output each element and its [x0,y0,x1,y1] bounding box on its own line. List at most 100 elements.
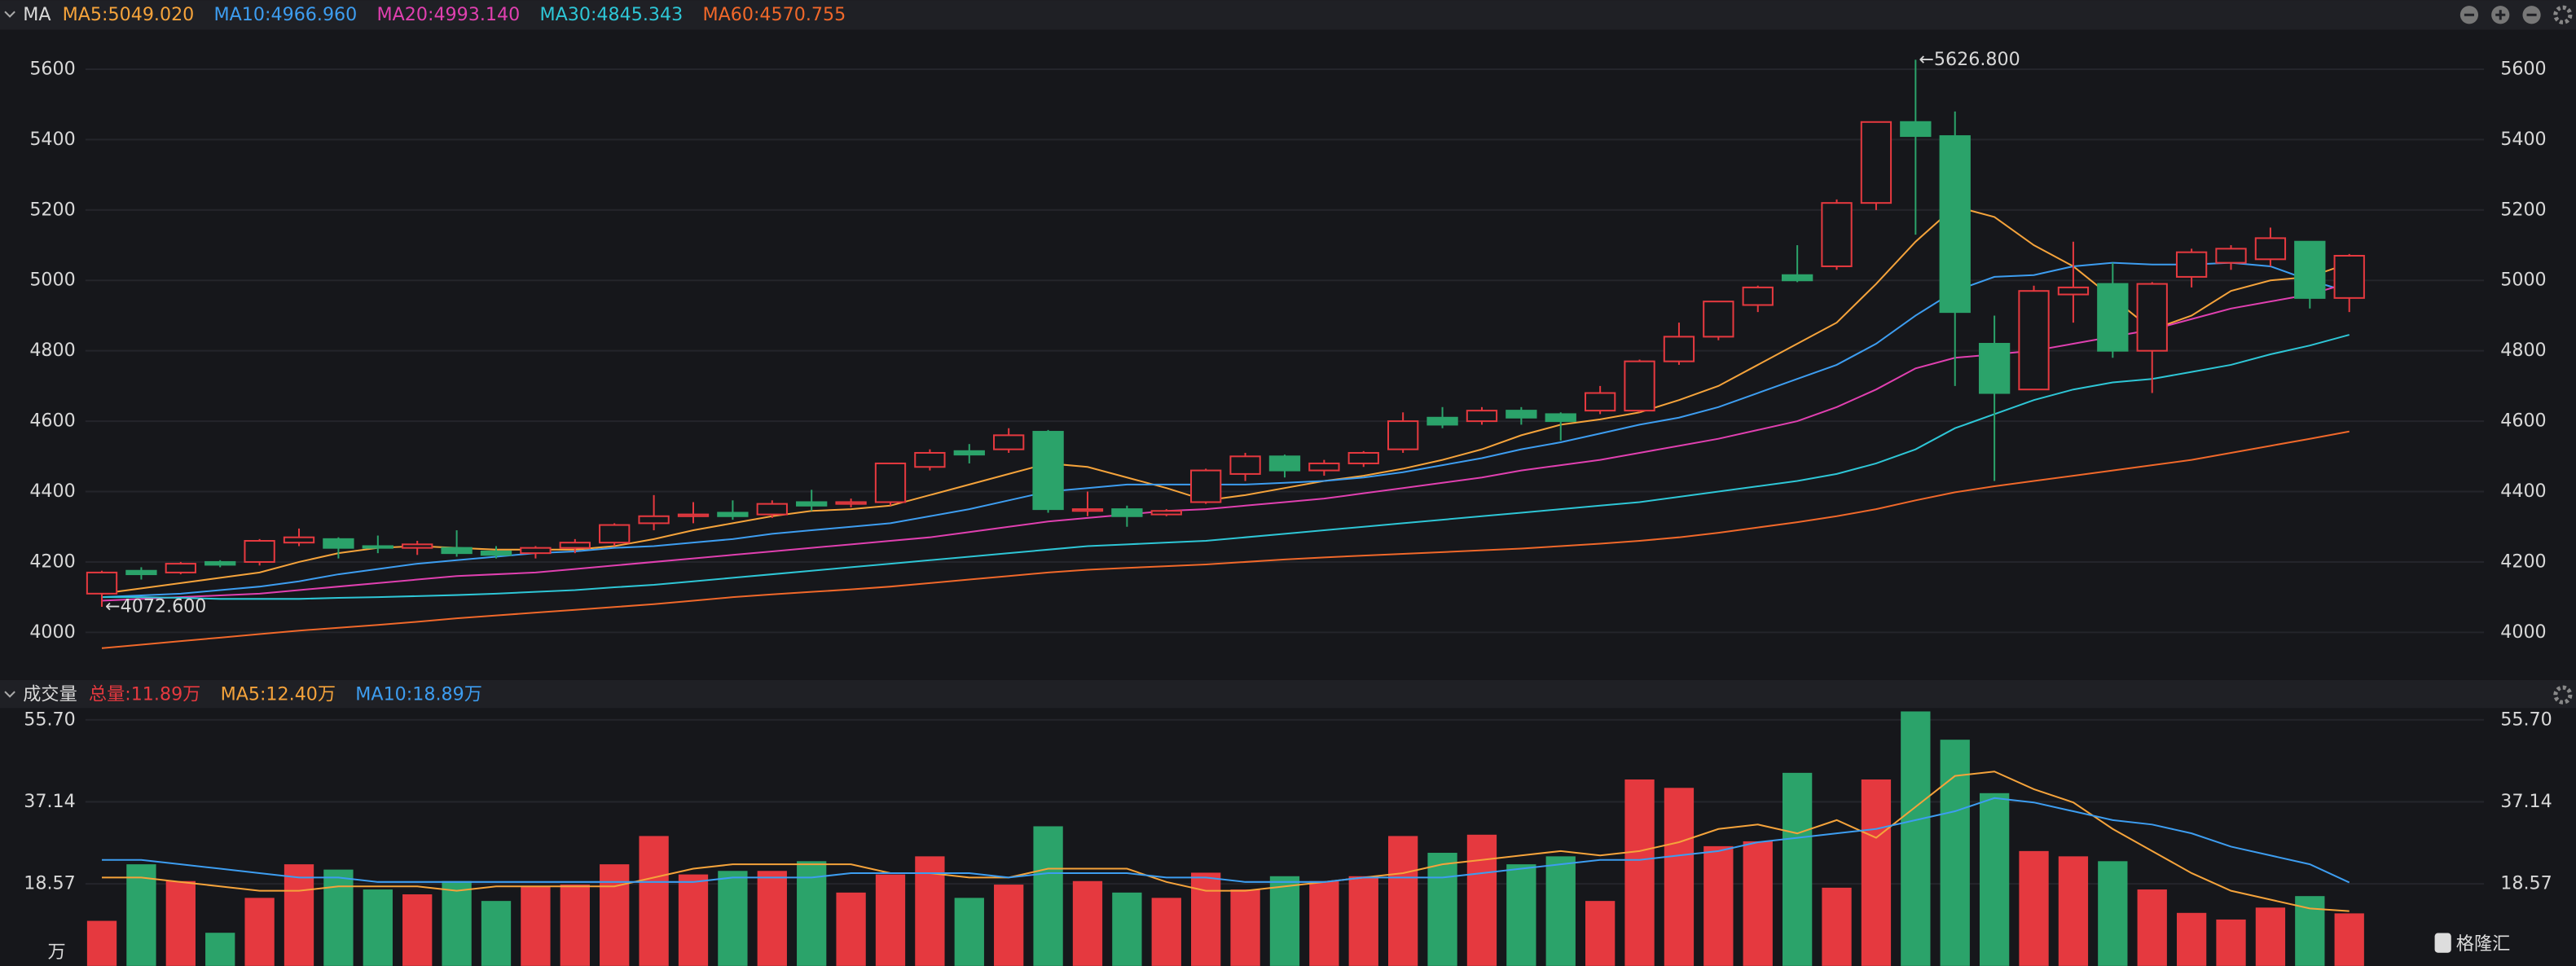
legend-entry: 总量:11.89万 [89,684,200,705]
volume-bar [1191,872,1221,966]
volume-bar [1427,853,1457,966]
legend-entry: MA5:5049.020 [63,4,195,25]
volume-bar [1743,841,1773,966]
legend-entry: MA10:4966.960 [214,4,358,25]
candle-body [1663,336,1695,362]
y-tick-label: 4400 [2500,481,2546,502]
y-tick-label: 5200 [2500,199,2546,220]
volume-title: 成交量 [23,684,77,705]
candle-body [520,547,552,555]
volume-ma-line [102,797,2350,884]
volume-bar [1506,864,1536,966]
y-tick-label: 4200 [29,551,75,572]
volume-bar [2216,919,2246,966]
volume-bar [481,901,512,966]
candle-body [204,560,236,566]
candle-body [1624,360,1655,412]
volume-bar [678,874,709,966]
candle-body [480,550,512,556]
volume-bar [797,861,827,966]
candle-body [835,501,867,505]
price-header [0,0,2576,30]
y-tick-label: 4600 [2500,411,2546,432]
y-tick-label: 4000 [2500,621,2546,643]
price-title: MA [23,4,51,25]
candle-body [914,451,946,468]
y-tick-label: 5400 [2500,129,2546,150]
candle-body [86,571,118,595]
candle-body [677,513,710,517]
y-tick-label: 5400 [29,129,75,150]
candle-body [283,536,315,544]
volume-ma-line [102,771,2350,912]
extreme-label: ←5626.800 [1919,49,2020,70]
volume-bar [402,894,433,966]
legend-entry: MA30:4845.343 [539,4,683,25]
candle-body [2215,248,2247,264]
volume-bar [1230,889,1260,966]
volume-bar [323,869,354,966]
volume-bar [639,836,669,966]
candle-body [1545,413,1576,423]
candle-body [1387,420,1419,450]
candle-body [1190,469,1222,503]
y-tick-label: 5000 [29,270,75,291]
volume-bar [2176,912,2207,966]
candle-body [1150,510,1182,516]
candle-body [441,547,473,555]
legend-entry: MA60:4570.755 [702,4,846,25]
volume-bar [1664,788,1695,966]
y-tick-label: 5600 [29,58,75,79]
candle-body [599,524,631,544]
candle-body [953,450,985,456]
volume-bar [718,871,748,966]
y-tick-label: 5200 [29,199,75,220]
candle-body [2057,286,2090,296]
volume-bar [560,885,590,966]
settings-button[interactable] [2553,5,2573,24]
ma-line [101,282,2350,602]
y-unit: 万 [47,942,65,963]
candle-body [362,545,393,549]
candle-body [1860,121,1892,204]
volume-bar [836,892,866,966]
candle-body [244,540,275,563]
candle-body [323,538,354,549]
y-tick-label: 37.14 [24,791,75,812]
candle-body [2333,254,2365,299]
candle-body [638,515,670,525]
candle-body [2254,237,2287,261]
candle-body [1900,121,1932,138]
candle-body [1742,286,1774,306]
candle-body [2018,290,2050,391]
volume-bar [1940,740,1970,966]
ma-line [101,430,2350,649]
volume-bar [1269,876,1300,966]
volume-bar [954,898,984,966]
watermark: 格隆汇 [2456,933,2511,955]
candle-body [165,563,196,573]
volume-bar [521,885,551,966]
volume-bar [1151,898,1181,966]
y-tick-label: 4400 [29,481,75,502]
collapse-icon[interactable] [4,691,15,698]
volume-bar [1388,836,1418,966]
volume-bar [1782,772,1813,966]
legend-entry: MA20:4993.140 [376,4,520,25]
ma-line [101,261,2350,599]
extreme-label: ←4072.600 [105,595,206,617]
y-tick-label: 5600 [2500,58,2546,79]
volume-header [0,679,2576,709]
volume-bar [1072,880,1103,966]
volume-bar [1545,856,1576,966]
candle-body [1466,410,1498,423]
volume-bar [1348,876,1378,966]
y-tick-label: 37.14 [2500,791,2552,812]
volume-bar [165,880,196,966]
ma-line [101,205,2350,595]
candle-body [2097,283,2129,352]
volume-bar [205,933,235,966]
candle-body [1703,301,1734,338]
settings-button[interactable] [2553,685,2573,705]
collapse-icon[interactable] [4,11,15,18]
